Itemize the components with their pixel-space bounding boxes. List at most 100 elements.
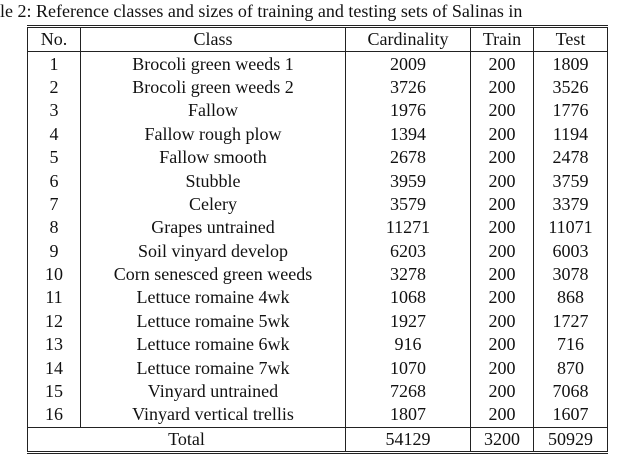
header-cell: Test [533, 26, 608, 52]
table-cell: 2009 [345, 51, 471, 76]
table-cell: 11 [27, 286, 81, 310]
table-cell: 3579 [345, 192, 471, 217]
total-cell: 54129 [345, 427, 471, 453]
table-cell: Fallow smooth [80, 145, 346, 170]
table-cell: 1607 [533, 403, 608, 428]
table-cell: 1394 [345, 122, 471, 146]
table-row: 11 Lettuce romaine 4wk 1068 200 868 [27, 286, 608, 310]
table-cell: 3078 [533, 262, 608, 287]
table-row: 8 Grapes untrained 11271 200 11071 [27, 216, 608, 240]
table-cell: 716 [533, 333, 608, 357]
table-cell: 13 [27, 333, 81, 357]
table-cell: 200 [470, 262, 534, 287]
table-cell: 7068 [533, 379, 608, 404]
total-row: Total 54129 3200 50929 [27, 427, 608, 453]
table-cell: 2 [27, 75, 81, 100]
table-cell: 2678 [345, 145, 471, 170]
table-cell: 200 [470, 379, 534, 404]
table-cell: 200 [470, 333, 534, 357]
table-cell: 5 [27, 145, 81, 170]
table-cell: 200 [470, 192, 534, 217]
table-cell: 9 [27, 239, 81, 263]
table-cell: 1776 [533, 99, 608, 123]
table-cell: 6003 [533, 239, 608, 263]
table-cell: 1070 [345, 356, 471, 380]
table-cell: 200 [470, 216, 534, 240]
table-row: 10 Corn senesced green weeds 3278 200 3078 [27, 262, 608, 287]
table-cell: 200 [470, 239, 534, 263]
table-cell: 870 [533, 356, 608, 380]
table-cell: Vinyard untrained [80, 379, 346, 404]
table-row: 12 Lettuce romaine 5wk 1927 200 1727 [27, 309, 608, 334]
table-cell: 200 [470, 99, 534, 123]
table-cell: 12 [27, 309, 81, 334]
table-cell: 6 [27, 169, 81, 193]
table-cell: 3759 [533, 169, 608, 193]
table-cell: 2478 [533, 145, 608, 170]
header-cell: Train [470, 26, 534, 52]
table-cell: Lettuce romaine 4wk [80, 286, 346, 310]
table-cell: 916 [345, 333, 471, 357]
table-cell: 868 [533, 286, 608, 310]
table-cell: 1068 [345, 286, 471, 310]
total-cell: Total [27, 427, 346, 453]
table-row: 16 Vinyard vertical trellis 1807 200 1607 [27, 403, 608, 428]
table-cell: Lettuce romaine 5wk [80, 309, 346, 334]
table-cell: 3726 [345, 75, 471, 100]
table-cell: 8 [27, 216, 81, 240]
table-cell: 200 [470, 51, 534, 76]
table-cell: Lettuce romaine 7wk [80, 356, 346, 380]
table-cell: 1194 [533, 122, 608, 146]
table-row: 9 Soil vinyard develop 6203 200 6003 [27, 239, 608, 263]
table-caption: le 2: Reference classes and sizes of tra… [0, 1, 523, 21]
table-cell: 200 [470, 356, 534, 380]
table-cell: 1 [27, 51, 81, 76]
header-row: No. Class Cardinality Train Test [27, 26, 608, 52]
table-cell: 14 [27, 356, 81, 380]
table-cell: 11071 [533, 216, 608, 240]
table-row: 3 Fallow 1976 200 1776 [27, 99, 608, 123]
table-cell: 7 [27, 192, 81, 217]
table-cell: 3278 [345, 262, 471, 287]
table-cell: Grapes untrained [80, 216, 346, 240]
table-cell: 7268 [345, 379, 471, 404]
header-cell: Class [80, 26, 346, 52]
table-cell: 200 [470, 403, 534, 428]
table-row: 2 Brocoli green weeds 2 3726 200 3526 [27, 75, 608, 100]
table-cell: 10 [27, 262, 81, 287]
table-cell: 200 [470, 75, 534, 100]
table-header: No. Class Cardinality Train Test [27, 26, 608, 52]
table-cell: 1809 [533, 51, 608, 76]
table-row: 4 Fallow rough plow 1394 200 1194 [27, 122, 608, 146]
table-cell: 3 [27, 99, 81, 123]
table-row: 6 Stubble 3959 200 3759 [27, 169, 608, 193]
total-cell: 50929 [533, 427, 608, 453]
table-row: 5 Fallow smooth 2678 200 2478 [27, 145, 608, 170]
table-cell: 200 [470, 169, 534, 193]
table-cell: 200 [470, 145, 534, 170]
table-cell: Lettuce romaine 6wk [80, 333, 346, 357]
header-cell: Cardinality [345, 26, 471, 52]
table-cell: Soil vinyard develop [80, 239, 346, 263]
table-row: 1 Brocoli green weeds 1 2009 200 1809 [27, 51, 608, 76]
table-cell: 1807 [345, 403, 471, 428]
table-cell: Stubble [80, 169, 346, 193]
table-cell: Brocoli green weeds 2 [80, 75, 346, 100]
table-cell: 3959 [345, 169, 471, 193]
table-cell: 3526 [533, 75, 608, 100]
table-cell: 3379 [533, 192, 608, 217]
table-row: 13 Lettuce romaine 6wk 916 200 716 [27, 333, 608, 357]
table-row: 14 Lettuce romaine 7wk 1070 200 870 [27, 356, 608, 380]
table-cell: 11271 [345, 216, 471, 240]
table-cell: Vinyard vertical trellis [80, 403, 346, 428]
table-row: 15 Vinyard untrained 7268 200 7068 [27, 379, 608, 404]
total-cell: 3200 [470, 427, 534, 453]
table-cell: 1976 [345, 99, 471, 123]
table-cell: Corn senesced green weeds [80, 262, 346, 287]
table-cell: 1727 [533, 309, 608, 334]
table-cell: 1927 [345, 309, 471, 334]
table-cell: Brocoli green weeds 1 [80, 51, 346, 76]
table-cell: Fallow [80, 99, 346, 123]
table-cell: 4 [27, 122, 81, 146]
